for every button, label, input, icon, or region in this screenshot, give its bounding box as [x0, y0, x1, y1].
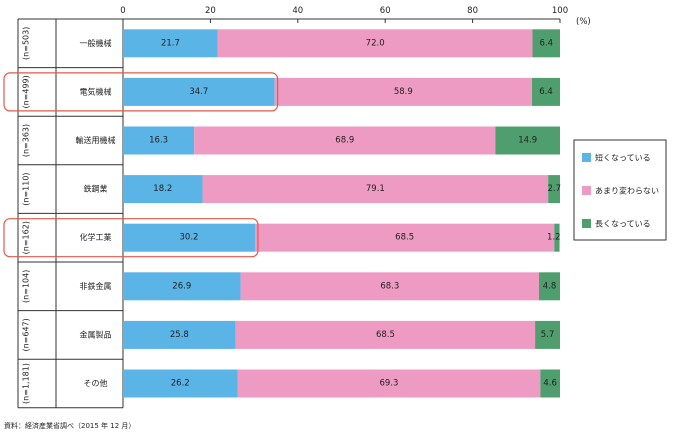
category-rows: (n=503) 一般機械 (n=499) 電気機械 (n=363) 輸送用機械 (n=110…	[22, 27, 116, 404]
sample-size-label: (n=1,181)	[22, 363, 31, 404]
x-tick-label: 60	[380, 6, 391, 16]
bar-segment	[237, 369, 541, 398]
x-tick-label: 40	[292, 6, 303, 16]
sample-size-label: (n=647)	[22, 318, 31, 351]
x-tick-label: 80	[467, 6, 478, 16]
bar-segment	[539, 272, 560, 301]
bar-value-label: 4.6	[543, 379, 557, 389]
sample-size-label: (n=503)	[22, 27, 31, 60]
legend-swatch	[582, 186, 591, 195]
bar-value-label: 30.2	[180, 233, 199, 243]
bar-segment	[535, 320, 560, 349]
bar-segment	[254, 223, 555, 252]
sample-size-label: (n=110)	[22, 172, 31, 205]
category-label: 化学工業	[80, 232, 112, 242]
bar-value-label: 6.4	[539, 38, 553, 48]
bar-segment	[274, 77, 533, 106]
bar-segment	[123, 29, 218, 58]
bar-value-label: 34.7	[189, 87, 208, 97]
category-label: 輸送用機械	[76, 135, 116, 145]
category-label: 鉄鋼業	[84, 184, 108, 194]
category-label: 一般機械	[80, 38, 112, 48]
legend-label: あまり変わらない	[595, 186, 659, 196]
bar-segment	[540, 369, 560, 398]
bar-value-label: 16.3	[149, 136, 168, 146]
legend-label: 長くなっている	[595, 220, 651, 229]
bar-value-label: 6.4	[539, 87, 553, 97]
chart-frame	[17, 18, 560, 409]
bar-segment	[495, 126, 560, 155]
unit-label: (%)	[576, 17, 591, 27]
bar-segment	[217, 29, 533, 58]
bar-segment	[235, 320, 536, 349]
bar-segments: 21.7 72.0 6.4 34.7 58.9 6.4 16.3 68.9 14.9 18.2 79…	[123, 29, 561, 398]
bar-value-label: 68.3	[380, 281, 399, 291]
bar-segment	[123, 369, 238, 398]
bar-value-label: 25.8	[170, 330, 189, 340]
x-tick-label: 100	[552, 6, 568, 16]
bar-value-label: 2.7	[547, 184, 561, 194]
sample-size-label: (n=499)	[22, 75, 31, 108]
bar-segment	[123, 223, 255, 252]
source-note: 資料：経済産業省調べ（2015 年 12 月）	[4, 421, 135, 430]
bar-value-label: 4.8	[543, 281, 557, 291]
bar-segment	[123, 175, 203, 204]
bar-value-label: 26.2	[171, 379, 190, 389]
category-label: その他	[84, 378, 108, 388]
bar-value-label: 79.1	[366, 184, 385, 194]
sample-size-label: (n=363)	[22, 124, 31, 157]
bar-segment	[548, 175, 560, 204]
bar-value-label: 68.5	[376, 330, 395, 340]
bar-segment	[554, 223, 560, 252]
bar-segment	[123, 272, 241, 301]
category-label: 電気機械	[80, 86, 112, 96]
x-axis: 0 20 40 60 80 100	[120, 6, 568, 23]
highlight-outline	[3, 72, 279, 112]
x-tick-label: 0	[120, 6, 125, 16]
bar-segment	[123, 320, 236, 349]
bar-segment	[202, 175, 549, 204]
highlight-outline	[3, 218, 259, 258]
bar-segment	[123, 126, 195, 155]
bar-value-label: 68.9	[335, 136, 354, 146]
bar-value-label: 18.2	[153, 184, 172, 194]
bar-value-label: 1.2	[547, 233, 561, 243]
bar-value-label: 21.7	[161, 38, 180, 48]
bar-segment	[123, 77, 275, 106]
bar-value-label: 14.9	[518, 136, 537, 146]
bar-segment	[532, 29, 560, 58]
legend-swatch	[582, 153, 591, 162]
bar-value-label: 58.9	[394, 87, 413, 97]
sample-size-label: (n=104)	[22, 270, 31, 303]
highlight-outlines	[3, 72, 279, 258]
bar-value-label: 68.5	[395, 233, 414, 243]
bar-segment	[532, 77, 560, 106]
bar-segment	[240, 272, 540, 301]
category-label: 非鉄金属	[80, 281, 112, 291]
legend-label: 短くなっている	[595, 153, 651, 163]
bar-value-label: 69.3	[379, 379, 398, 389]
bar-value-label: 26.9	[172, 281, 191, 291]
sample-size-label: (n=162)	[22, 221, 31, 254]
category-label: 金属製品	[80, 329, 112, 339]
bar-value-label: 72.0	[366, 38, 385, 48]
bar-segment	[194, 126, 496, 155]
bar-value-label: 5.7	[541, 330, 555, 340]
legend-swatch	[582, 219, 591, 228]
x-tick-label: 20	[205, 6, 216, 16]
